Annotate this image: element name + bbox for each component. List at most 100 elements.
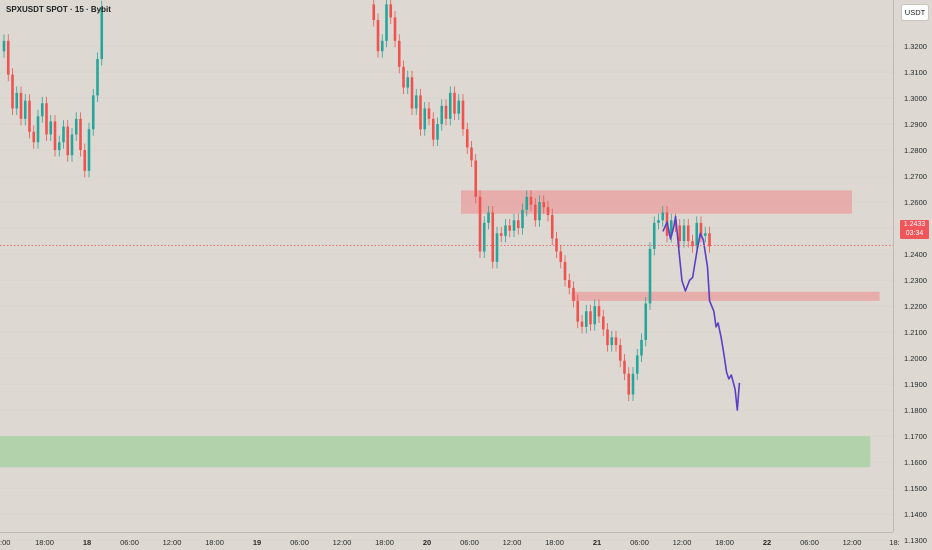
time-tick-label: 18:00 (545, 538, 564, 547)
price-tick-label: 1.1700 (904, 432, 927, 441)
candle-body (627, 373, 631, 395)
candle-body (618, 345, 622, 361)
candle-body (567, 280, 571, 288)
candle-body (45, 103, 48, 135)
price-tick-label: 1.2100 (904, 328, 927, 337)
candle-body (559, 251, 563, 262)
candle-body (465, 129, 469, 148)
time-tick-label: 06:00 (800, 538, 819, 547)
candle-body (19, 92, 23, 119)
candle-body (49, 121, 53, 135)
candle-body (372, 4, 376, 21)
price-tick-label: 1.1600 (904, 458, 927, 467)
candle-body (699, 222, 703, 236)
price-tick-label: 1.2600 (904, 198, 927, 207)
current-price-value: 1.2433 (903, 221, 926, 228)
candle-body (402, 66, 405, 88)
candle-body (482, 222, 486, 252)
price-tick-label: 1.3100 (904, 68, 927, 77)
candle-body (423, 108, 427, 130)
candle-body (576, 300, 580, 322)
candle-body (508, 225, 512, 231)
candle-body (601, 316, 605, 330)
candle-body (376, 20, 380, 52)
candle-body (32, 131, 36, 143)
candle-body (487, 212, 490, 223)
resistance-zone-lower (571, 291, 880, 301)
candle-body (529, 196, 533, 205)
time-tick-label: 12:00 (503, 538, 522, 547)
candle-body (521, 209, 524, 229)
candle-body (610, 337, 614, 346)
candle-body (695, 222, 699, 247)
candle-body (444, 105, 448, 119)
support-zone (0, 436, 871, 468)
candle-body (644, 303, 648, 340)
candle-body (414, 95, 418, 109)
price-tick-label: 1.1400 (904, 510, 927, 519)
candle-body (457, 100, 461, 114)
time-tick-label: :00 (0, 538, 10, 547)
candle-body (62, 126, 65, 143)
candle-body (70, 134, 74, 156)
price-tick-label: 1.2000 (904, 354, 927, 363)
candle-body (614, 337, 618, 346)
price-tick-label: 1.1800 (904, 406, 927, 415)
time-tick-label: 22 (763, 538, 771, 547)
candle-body (389, 4, 393, 18)
candle-body (440, 105, 444, 125)
candle-body (397, 40, 401, 67)
candle-body (597, 306, 601, 317)
candle-body (96, 59, 99, 96)
price-tick-label: 1.1500 (904, 484, 927, 493)
candle-body (491, 212, 495, 262)
time-tick-label: 18 (83, 538, 91, 547)
price-tick-label: 1.2900 (904, 120, 927, 129)
candle-body (682, 225, 686, 242)
candle-body (495, 233, 499, 262)
price-tick-label: 1.2800 (904, 146, 927, 155)
candle-body (538, 202, 541, 221)
candle-body (525, 196, 529, 210)
candle-body (504, 225, 507, 236)
time-tick-label: 18:00 (35, 538, 54, 547)
time-tick-label: 18:00 (715, 538, 734, 547)
candle-body (648, 248, 652, 304)
candle-body (6, 40, 10, 75)
candle-body (406, 77, 410, 88)
zones (0, 190, 880, 468)
candle-body (657, 220, 660, 223)
candle-body (593, 306, 597, 325)
projection (662, 215, 741, 411)
time-tick-label: 20 (423, 538, 431, 547)
time-tick-label: 21 (593, 538, 601, 547)
candle-body (546, 207, 550, 216)
symbol-title: SPXUSDT SPOT · 15 · Bybit (6, 5, 111, 14)
candle-body (606, 329, 609, 346)
candle-body (431, 118, 435, 140)
resistance-zone-upper (461, 190, 852, 214)
time-tick-label: 06:00 (630, 538, 649, 547)
candle-body (410, 77, 414, 109)
price-tick-label: 1.3200 (904, 42, 927, 51)
time-tick-label: 12:00 (163, 538, 182, 547)
candle-body (512, 220, 516, 231)
candles (2, 0, 711, 401)
candle-body (631, 373, 635, 395)
candle-body (686, 225, 690, 242)
time-tick-label: 18:00 (375, 538, 394, 547)
candle-body (652, 222, 656, 249)
candle-body (533, 204, 537, 221)
candle-body (100, 7, 104, 60)
candle-body (669, 220, 673, 236)
candle-body (640, 339, 643, 356)
candle-body (83, 150, 87, 171)
candle-body (57, 142, 61, 151)
currency-button[interactable]: USDT (901, 4, 929, 21)
candle-body (91, 95, 95, 130)
candle-body (572, 287, 575, 301)
candle-body (2, 40, 6, 52)
current-price-tag: 1.2433 03:34 (900, 220, 929, 239)
